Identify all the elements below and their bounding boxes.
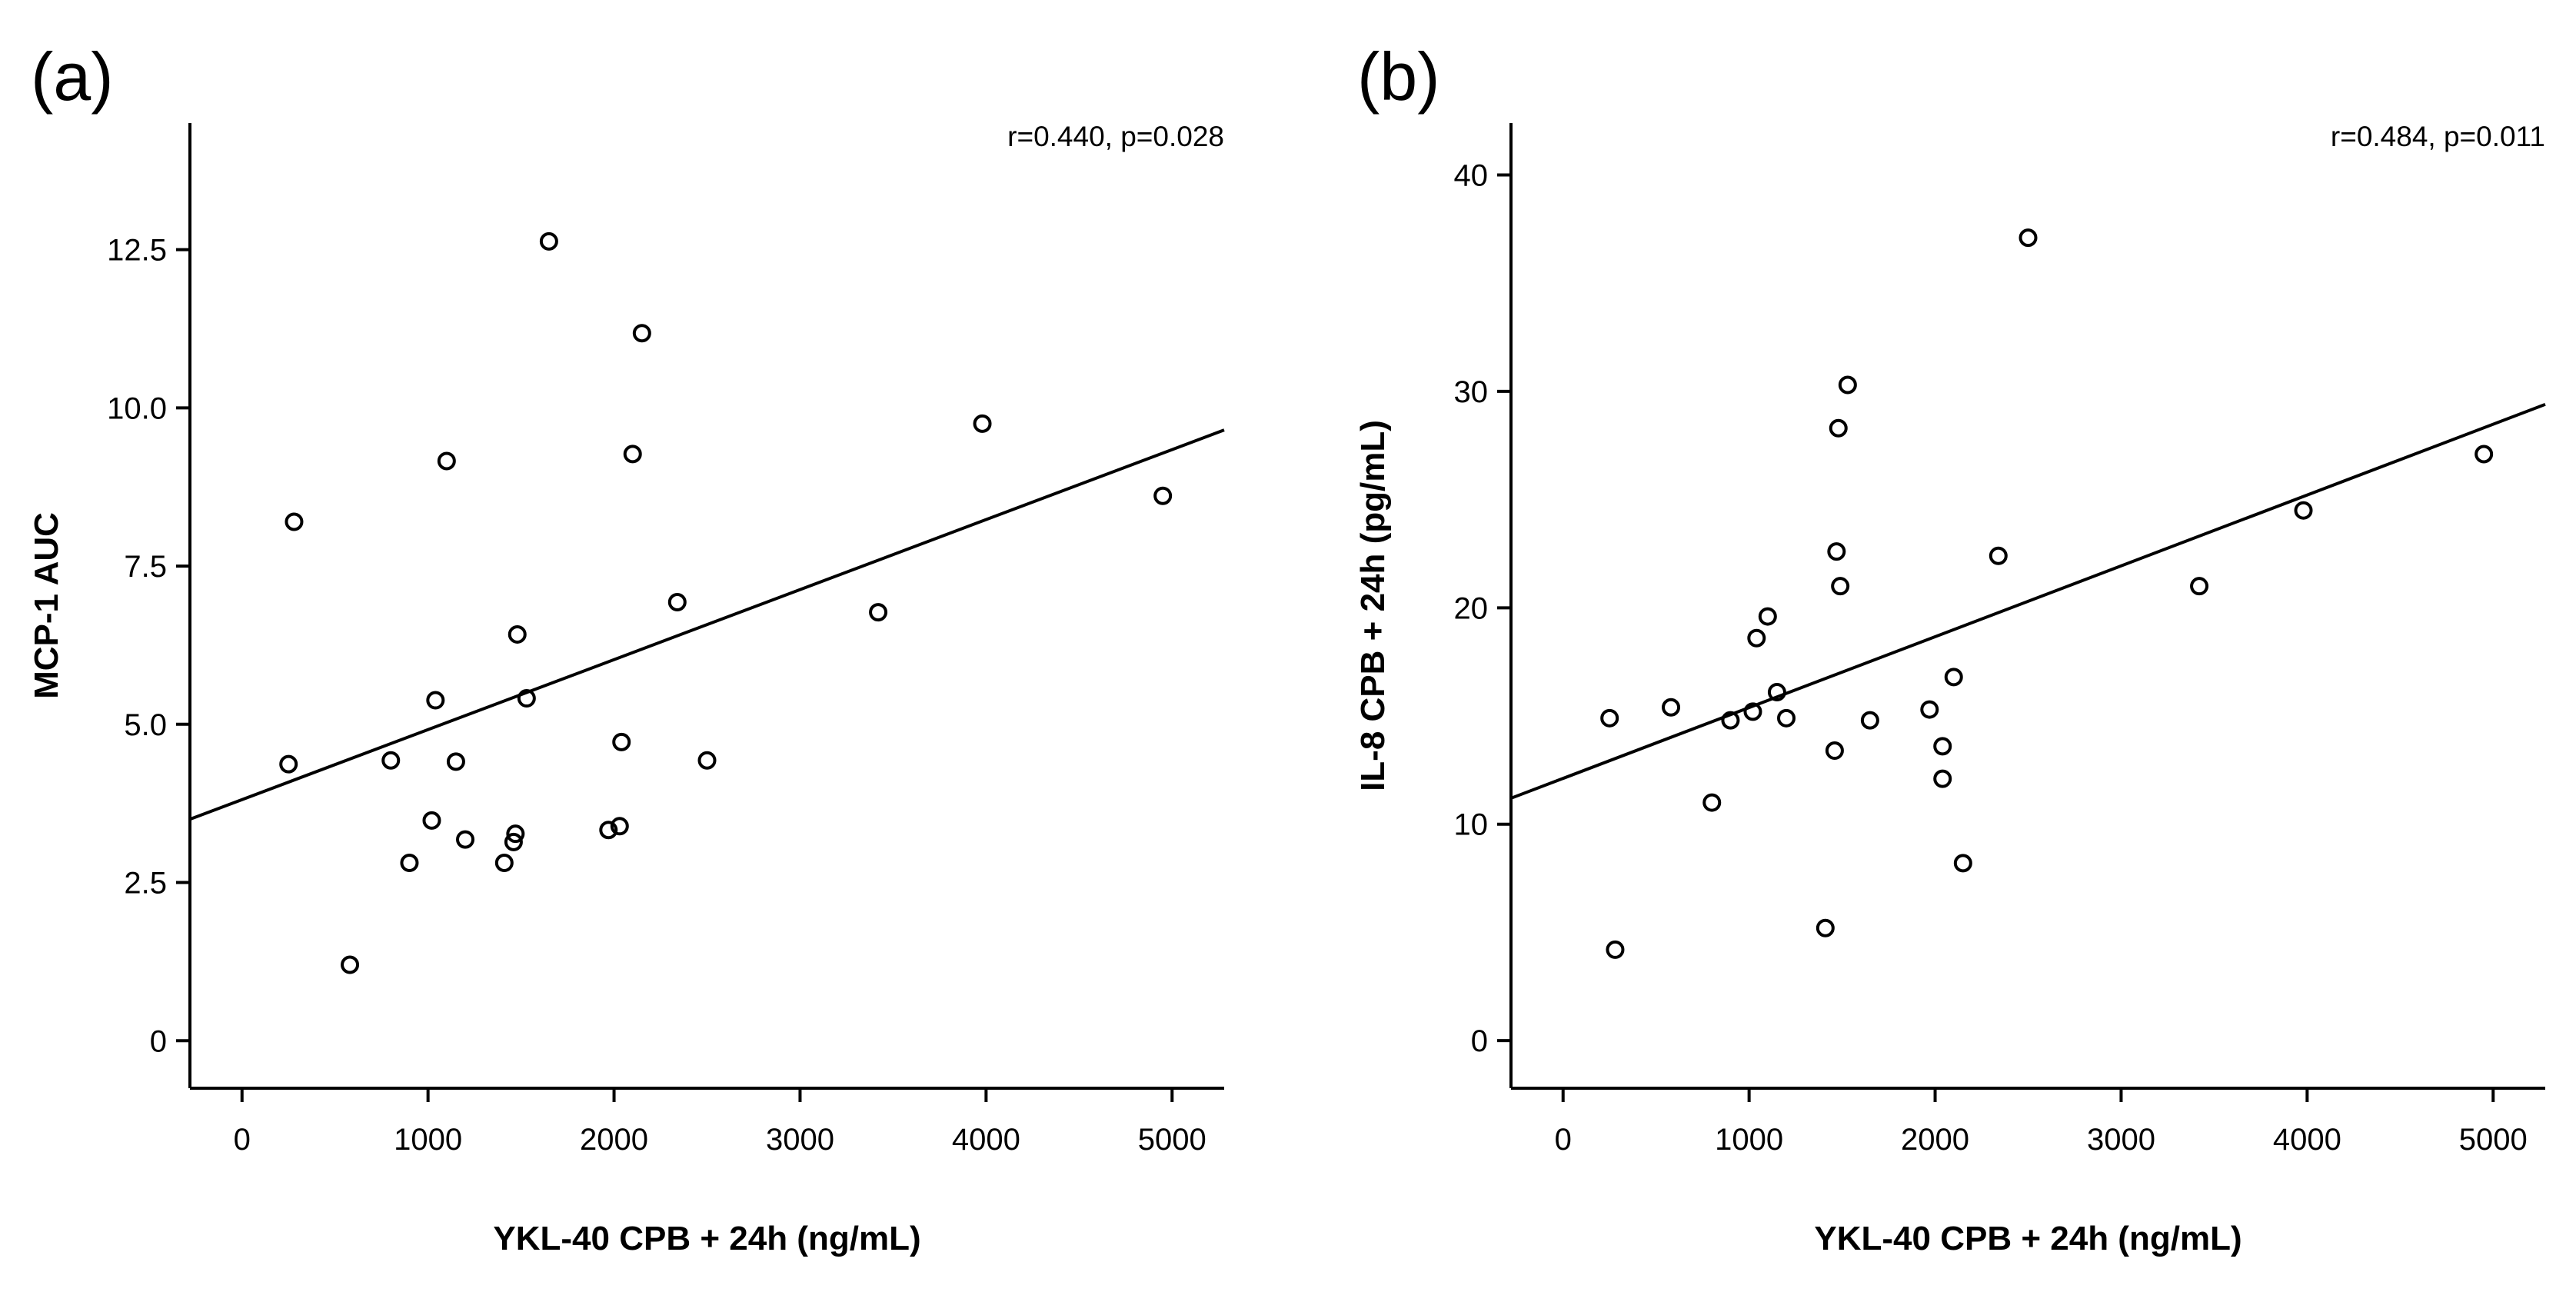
data-point — [508, 624, 527, 644]
data-point — [1860, 711, 1879, 730]
y-tick-label: 10.0 — [107, 391, 167, 425]
data-point — [426, 691, 445, 710]
y-tick-label: 30 — [1454, 375, 1489, 409]
data-point — [1933, 769, 1952, 788]
data-point — [1953, 854, 1972, 873]
data-point — [539, 231, 558, 251]
x-axis-title: YKL-40 CPB + 24h (ng/mL) — [1814, 1220, 2242, 1257]
data-point — [623, 445, 642, 464]
data-point — [1920, 700, 1939, 719]
y-tick-label: 0 — [150, 1024, 167, 1058]
x-tick-label: 5000 — [2459, 1123, 2528, 1157]
data-point — [599, 821, 618, 840]
data-point — [494, 854, 514, 873]
data-point — [1606, 940, 1625, 959]
y-tick-label: 20 — [1454, 591, 1489, 625]
y-tick-label: 10 — [1454, 808, 1489, 842]
data-point — [2294, 501, 2313, 520]
x-tick-label: 0 — [234, 1123, 251, 1157]
y-tick-label: 40 — [1454, 159, 1489, 193]
data-point — [341, 955, 360, 974]
data-point — [667, 592, 687, 611]
data-point — [1825, 741, 1844, 761]
data-point — [1816, 918, 1835, 937]
x-tick-label: 4000 — [952, 1123, 1020, 1157]
data-point — [1777, 708, 1796, 728]
panel-b: (b) r=0.484, p=0.011 0 10 20 30 40 0 1000 2000 300… — [1354, 38, 2546, 1257]
data-point — [632, 324, 651, 343]
x-tick-label: 3000 — [766, 1123, 834, 1157]
data-point — [1989, 546, 2008, 565]
data-point — [1831, 577, 1850, 596]
x-tick-label: 0 — [1555, 1123, 1572, 1157]
data-point — [381, 751, 401, 770]
x-tick-label: 5000 — [1138, 1123, 1206, 1157]
data-point — [612, 732, 631, 751]
x-axis-title: YKL-40 CPB + 24h (ng/mL) — [493, 1220, 920, 1257]
y-tick-label: 7.5 — [124, 550, 167, 584]
regression-line — [1510, 402, 2546, 800]
y-axis-title: MCP-1 AUC — [28, 512, 65, 699]
y-tick-label: 0 — [1471, 1024, 1488, 1058]
data-point — [506, 824, 525, 844]
x-tick-label: 4000 — [2273, 1123, 2341, 1157]
x-tick-label: 2000 — [580, 1123, 648, 1157]
stat-annotation: r=0.484, p=0.011 — [2331, 121, 2545, 152]
x-tick-label: 3000 — [2087, 1123, 2155, 1157]
data-point — [1662, 698, 1681, 717]
data-point — [1721, 711, 1740, 730]
data-point — [1153, 486, 1173, 505]
data-point — [285, 512, 304, 531]
data-point — [1767, 683, 1786, 702]
panel-label: (b) — [1357, 38, 1440, 115]
data-point — [1747, 628, 1766, 648]
data-point — [697, 751, 717, 770]
data-point — [504, 832, 523, 851]
data-point — [1827, 542, 1846, 561]
panel-a: (a) r=0.440, p=0.028 0 2.5 5.0 7.5 10.0 12.5 0 10… — [28, 38, 1225, 1257]
data-point — [2019, 228, 2038, 248]
data-point — [1743, 702, 1762, 721]
data-point — [2474, 445, 2494, 464]
data-point — [610, 817, 629, 836]
x-tick-label: 1000 — [1715, 1123, 1783, 1157]
data-point — [1944, 668, 1963, 687]
y-tick-label: 12.5 — [107, 234, 167, 268]
x-tick-label: 2000 — [1901, 1123, 1969, 1157]
y-tick-label: 2.5 — [124, 867, 167, 901]
x-tick-label: 1000 — [394, 1123, 462, 1157]
data-point — [1600, 708, 1619, 728]
data-point — [422, 811, 441, 830]
data-point — [446, 752, 465, 771]
data-point — [973, 414, 992, 433]
data-point — [1829, 418, 1848, 438]
data-point — [517, 689, 536, 708]
y-axis-title: IL-8 CPB + 24h (pg/mL) — [1354, 420, 1392, 791]
stat-annotation: r=0.440, p=0.028 — [1007, 121, 1224, 152]
data-point — [1933, 737, 1952, 756]
panel-label: (a) — [31, 38, 114, 115]
data-point — [456, 830, 475, 849]
data-point — [1702, 793, 1722, 812]
data-point — [400, 854, 419, 873]
data-point — [1758, 607, 1777, 626]
data-point — [279, 754, 298, 774]
regression-line — [189, 428, 1225, 821]
data-point — [1838, 375, 1857, 395]
data-point — [869, 603, 888, 622]
y-tick-label: 5.0 — [124, 708, 167, 742]
data-point — [437, 451, 456, 471]
data-point — [2190, 577, 2209, 596]
